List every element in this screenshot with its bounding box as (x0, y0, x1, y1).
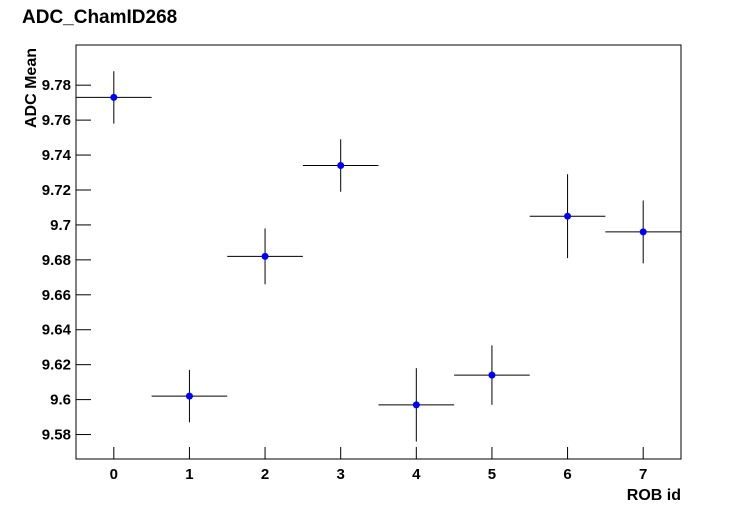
point (488, 371, 496, 379)
plot-frame (75, 44, 682, 460)
point (412, 401, 420, 409)
y-tick-label: 9.68 (42, 252, 71, 269)
x-tick-label: 1 (185, 466, 193, 483)
point (639, 228, 647, 236)
y-tick-label: 9.66 (42, 287, 71, 304)
x-tick-label: 4 (412, 466, 421, 483)
y-tick-label: 9.6 (50, 392, 71, 409)
y-tick-label: 9.76 (42, 112, 71, 129)
x-tick-label: 0 (110, 466, 118, 483)
x-tick-label: 6 (563, 466, 571, 483)
y-tick-label: 9.7 (50, 217, 71, 234)
y-tick-label: 9.64 (42, 322, 72, 339)
point (337, 162, 345, 170)
x-tick-label: 2 (261, 466, 269, 483)
x-axis-label: ROB id (627, 487, 681, 504)
x-tick-label: 3 (337, 466, 345, 483)
point (261, 252, 269, 260)
point (564, 212, 572, 220)
y-tick-label: 9.62 (42, 357, 71, 374)
point (110, 93, 118, 101)
y-axis-label: ADC Mean (23, 48, 40, 128)
y-tick-label: 9.72 (42, 182, 71, 199)
y-tick-label: 9.58 (42, 427, 71, 444)
chart-title: ADC_ChamID268 (22, 7, 177, 28)
y-tick-label: 9.74 (42, 147, 72, 164)
x-tick-label: 5 (488, 466, 496, 483)
point (185, 392, 193, 400)
y-tick-label: 9.78 (42, 77, 71, 94)
x-tick-label: 7 (639, 466, 647, 483)
